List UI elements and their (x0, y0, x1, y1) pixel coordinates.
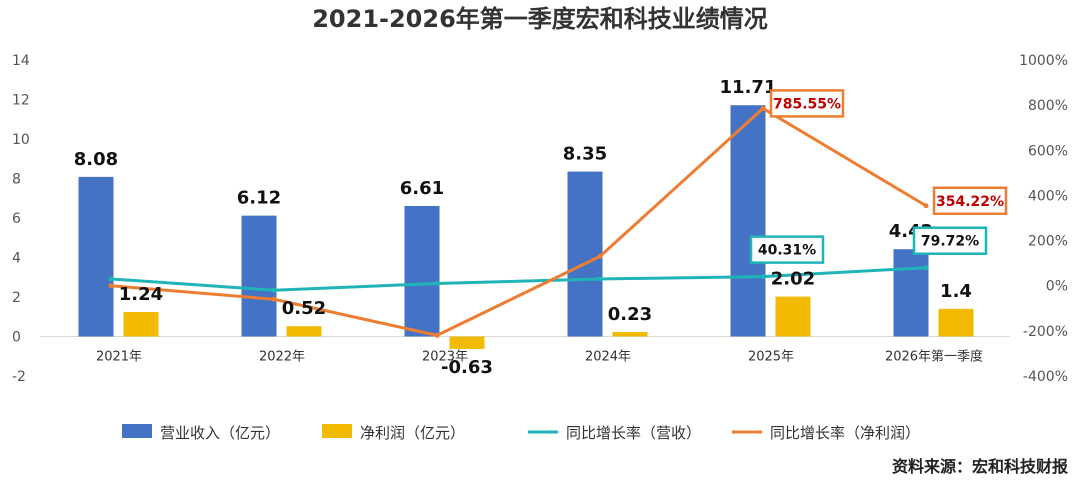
net-profit-data-label: 0.23 (608, 304, 652, 325)
revenue-bar (730, 105, 766, 337)
revenue-bar (893, 249, 929, 337)
revenue-growth-point (597, 276, 603, 282)
right-axis-tick-label: 1000% (1019, 53, 1068, 69)
left-axis-tick-label: 4 (12, 251, 21, 267)
left-axis-tick-label: 10 (12, 132, 30, 148)
chart-title: 2021-2026年第一季度宏和科技业绩情况 (312, 5, 768, 33)
net-profit-bar (612, 331, 648, 337)
net-profit-growth-point (434, 332, 440, 338)
net-profit-bar (938, 308, 974, 337)
net-profit-bar (123, 312, 159, 337)
net-profit-bar (286, 326, 322, 337)
net-profit-bar (449, 336, 485, 349)
net-profit-growth-line (110, 106, 927, 337)
revenue-growth-point (434, 280, 440, 286)
left-axis-tick-label: 6 (12, 211, 21, 227)
right-axis-tick-label: 600% (1028, 143, 1068, 159)
net-profit-growth-point (108, 283, 114, 289)
revenue-growth-point (760, 274, 766, 280)
revenue-data-label: 6.61 (400, 178, 444, 199)
revenue-data-label: 8.08 (74, 149, 118, 170)
category-label: 2025年 (748, 350, 794, 365)
net-profit-bar (775, 296, 811, 337)
right-axis-tick-label: 800% (1028, 98, 1068, 114)
legend-label: 营业收入（亿元） (160, 424, 280, 442)
left-axis-tick-label: 0 (12, 330, 21, 346)
callout-box (769, 89, 845, 118)
right-axis-tick-label: 400% (1028, 188, 1068, 204)
legend: 营业收入（亿元） 净利润（亿元） 同比增长率（营收） 同比增长率（净利润） (122, 424, 920, 442)
left-axis-tick-label: -2 (12, 369, 26, 385)
revenue-growth-point (923, 265, 929, 271)
right-axis-tick-label: 200% (1028, 234, 1068, 250)
revenue-growth-callout: 40.31% (758, 243, 816, 259)
left-axis-tick-label: 2 (12, 290, 21, 306)
revenue-growth-point (108, 276, 114, 282)
revenue-growth-callout: 79.72% (921, 234, 979, 250)
callout-box (749, 235, 825, 264)
net-profit-growth-callout: 785.55% (773, 96, 841, 112)
source-note: 资料来源：宏和科技财报 (892, 457, 1068, 476)
revenue-bar (404, 205, 440, 337)
right-axis: 1000% 800% 600% 400% 200% 0% -200% -400% (1019, 53, 1068, 385)
growth-lines (108, 105, 929, 338)
data-labels: 8.086.12 6.618.3511.714.421.240.52-0.630.… (74, 77, 972, 378)
legend-label: 同比增长率（净利润） (770, 424, 920, 442)
revenue-bar (78, 176, 114, 337)
legend-label: 同比增长率（营收） (566, 424, 701, 442)
legend-swatch (122, 424, 152, 438)
right-axis-tick-label: -200% (1023, 324, 1068, 340)
category-label: 2026年第一季度 (885, 349, 983, 365)
category-axis: 2021年 2022年 2023年 2024年 2025年 2026年第一季度 (40, 336, 1010, 365)
callout-box (932, 186, 1008, 216)
legend-swatch (322, 424, 352, 438)
category-label: 2022年 (259, 350, 305, 365)
net-profit-data-label: 1.4 (940, 281, 972, 302)
net-profit-growth-callout: 354.22% (936, 194, 1004, 210)
revenue-growth-line (110, 266, 927, 292)
revenue-bar (567, 171, 603, 337)
net-profit-data-label: -0.63 (441, 357, 493, 378)
net-profit-data-label: 1.24 (119, 284, 163, 305)
left-axis-tick-label: 14 (12, 53, 30, 69)
net-profit-growth-point (760, 105, 766, 111)
net-profit-data-label: 0.52 (282, 298, 326, 319)
category-label: 2021年 (96, 350, 142, 365)
category-label: 2023年 (422, 350, 468, 365)
callout-box (912, 226, 988, 255)
callouts: 40.31% 79.72% 785.55% 354.22% (749, 89, 1008, 264)
legend-label: 净利润（亿元） (360, 424, 465, 442)
right-axis-tick-label: 0% (1046, 279, 1068, 295)
net-profit-data-label: 2.02 (771, 269, 815, 290)
category-label: 2024年 (585, 350, 631, 365)
left-axis-tick-label: 8 (12, 172, 21, 188)
revenue-bar (241, 215, 277, 337)
net-profit-growth-point (597, 253, 603, 259)
revenue-data-label: 6.12 (237, 188, 281, 209)
net-profit-growth-point (923, 203, 929, 209)
left-axis-tick-label: 12 (12, 93, 30, 109)
revenue-data-label: 8.35 (563, 144, 607, 165)
left-axis: 14 12 10 8 6 4 2 0 -2 (12, 53, 30, 385)
revenue-growth-point (271, 287, 277, 293)
bars (78, 105, 974, 349)
revenue-data-label: 11.71 (720, 77, 777, 98)
net-profit-growth-point (271, 296, 277, 302)
right-axis-tick-label: -400% (1023, 369, 1068, 385)
